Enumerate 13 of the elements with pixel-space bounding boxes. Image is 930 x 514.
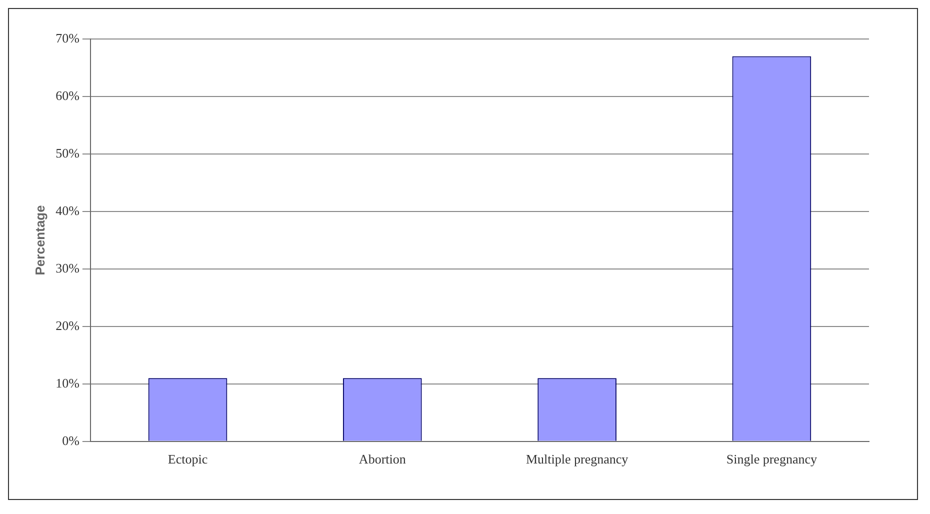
- y-tick-label: 10%: [56, 375, 80, 390]
- y-tick-label: 60%: [56, 88, 80, 103]
- y-tick-label: 0%: [62, 432, 80, 448]
- x-tick-label: Multiple pregnancy: [526, 452, 629, 467]
- y-tick-label: 40%: [56, 202, 80, 218]
- x-tick-label: Abortion: [358, 452, 406, 467]
- y-tick-label: 20%: [56, 318, 80, 333]
- x-tick-label: Ectopic: [168, 452, 208, 467]
- y-tick-label: 30%: [56, 260, 80, 276]
- y-tick-label: 50%: [56, 145, 80, 160]
- x-tick-label: Single pregnancy: [726, 452, 818, 467]
- y-tick-label: 70%: [56, 30, 80, 46]
- y-axis-title: Percentage: [32, 205, 48, 276]
